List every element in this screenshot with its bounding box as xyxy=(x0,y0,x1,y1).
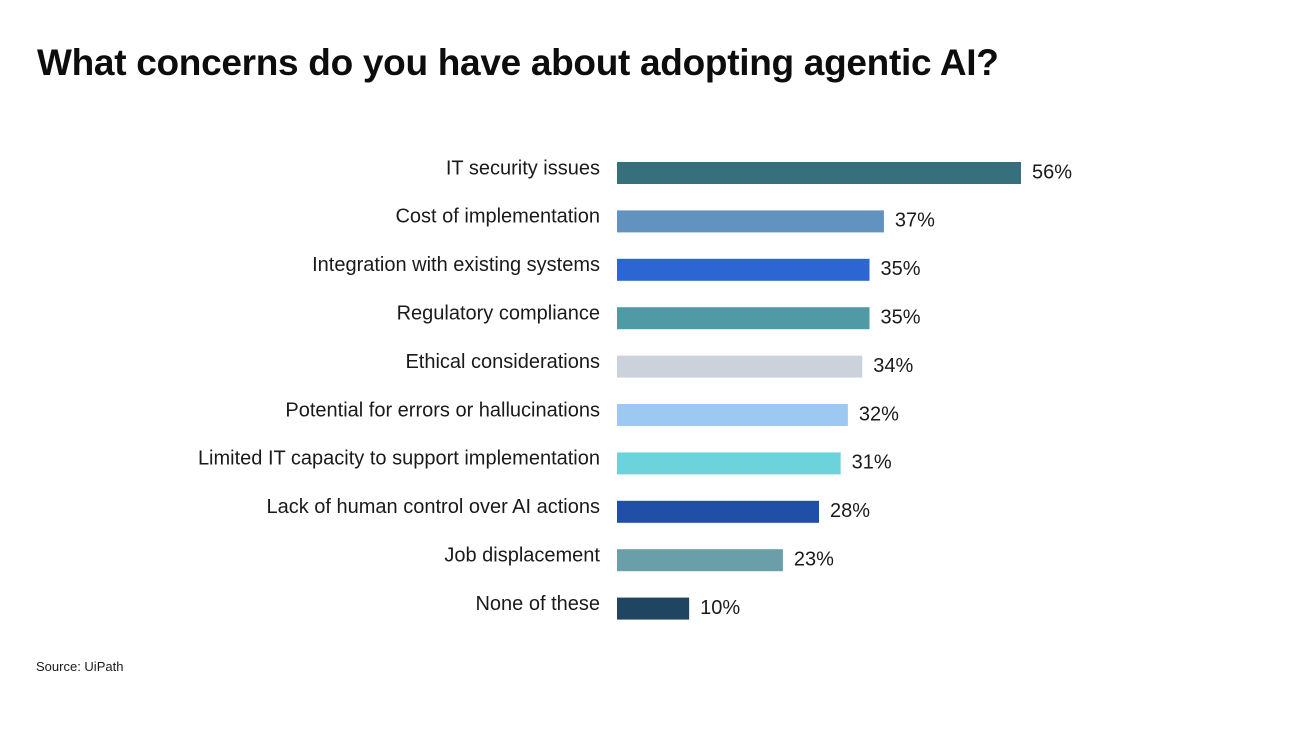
category-label-1: Cost of implementation xyxy=(395,206,600,228)
category-label-5: Potential for errors or hallucinations xyxy=(285,399,600,421)
value-label-3: 35% xyxy=(881,306,921,328)
category-label-2: Integration with existing systems xyxy=(312,254,600,276)
bar-6 xyxy=(617,452,841,475)
value-label-8: 23% xyxy=(794,548,834,570)
bar-1 xyxy=(617,210,884,233)
bar-7 xyxy=(617,500,819,523)
bar-0 xyxy=(617,162,1021,184)
value-label-6: 31% xyxy=(852,452,892,474)
bar-4 xyxy=(617,355,863,378)
value-label-0: 56% xyxy=(1032,161,1072,183)
value-label-2: 35% xyxy=(881,258,921,280)
category-label-9: None of these xyxy=(475,593,600,615)
category-label-8: Job displacement xyxy=(444,544,600,566)
category-label-0: IT security issues xyxy=(446,157,600,179)
category-label-6: Limited IT capacity to support implement… xyxy=(198,448,600,470)
bar-5 xyxy=(617,404,848,426)
category-label-7: Lack of human control over AI actions xyxy=(266,496,600,518)
bar-3 xyxy=(617,307,870,330)
value-label-7: 28% xyxy=(830,500,870,522)
bar-2 xyxy=(617,258,870,281)
value-label-5: 32% xyxy=(859,403,899,425)
source-note: Source: UiPath xyxy=(36,659,124,674)
value-label-9: 10% xyxy=(700,597,740,619)
value-label-1: 37% xyxy=(895,210,935,232)
chart-title: What concerns do you have about adopting… xyxy=(37,42,999,83)
category-label-3: Regulatory compliance xyxy=(397,302,600,324)
bar-8 xyxy=(617,549,783,572)
category-label-4: Ethical considerations xyxy=(405,351,600,373)
value-label-4: 34% xyxy=(873,355,913,377)
bar-9 xyxy=(617,597,690,620)
